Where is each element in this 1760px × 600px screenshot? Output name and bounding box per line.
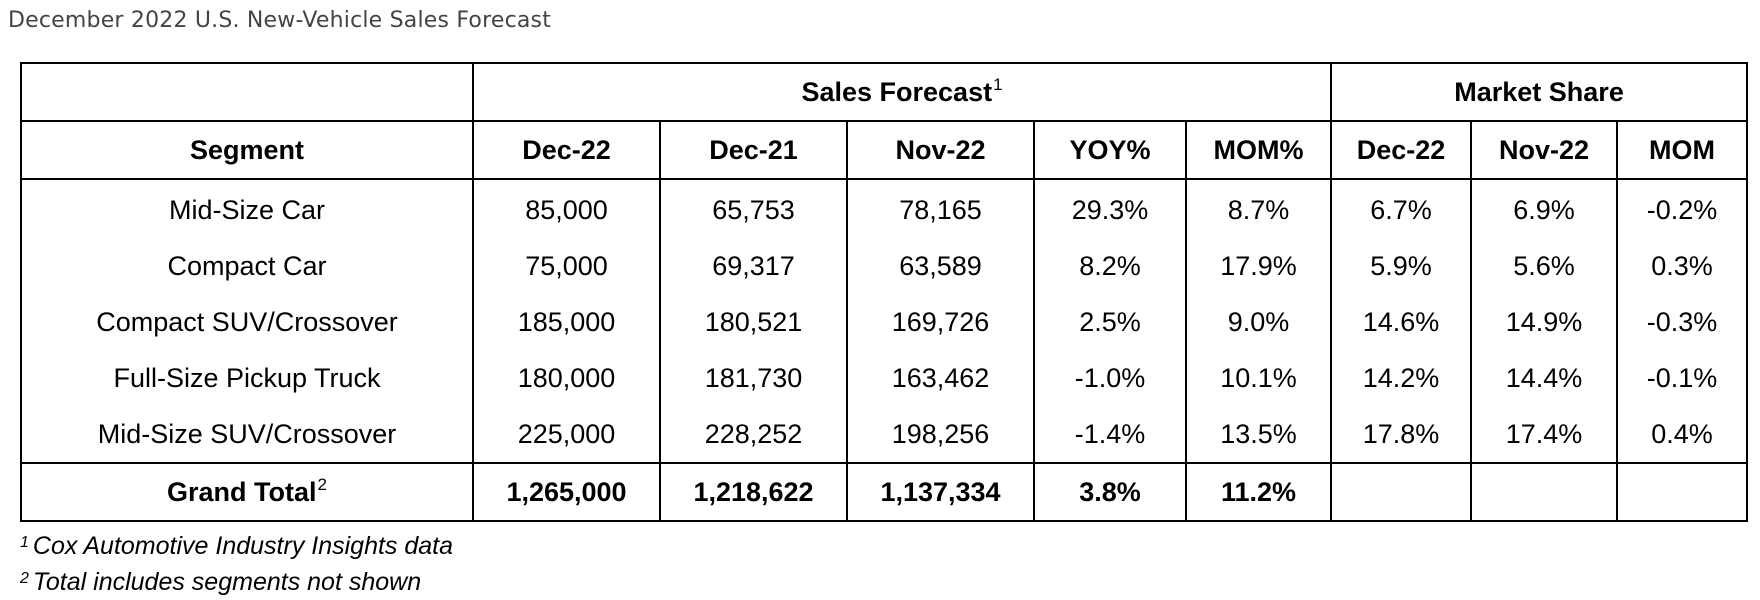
value-cell: 78,165	[846, 179, 1035, 238]
value-cell: -0.1%	[1616, 350, 1749, 406]
footnote-2: 2 Total includes segments not shown	[20, 564, 453, 600]
segment-cell: Compact SUV/Crossover	[20, 294, 474, 350]
column-header: Nov-22	[1470, 120, 1619, 180]
value-cell: -0.3%	[1616, 294, 1749, 350]
value-cell: 6.7%	[1330, 179, 1473, 238]
value-cell: 14.2%	[1330, 350, 1473, 406]
column-header: Dec-22	[472, 120, 661, 180]
column-header: Dec-21	[659, 120, 848, 180]
total-value-cell	[1470, 462, 1619, 522]
sales-forecast-table: Sales Forecast1 Market Share Segment Dec-…	[20, 62, 1749, 522]
column-header: Nov-22	[846, 120, 1035, 180]
value-cell: 8.2%	[1033, 238, 1187, 294]
value-cell: 8.7%	[1184, 179, 1333, 238]
value-cell: 0.4%	[1616, 406, 1749, 463]
value-cell: 169,726	[846, 294, 1035, 350]
value-cell: 13.5%	[1184, 406, 1333, 463]
value-cell: 9.0%	[1184, 294, 1333, 350]
column-header: MOM%	[1184, 120, 1333, 180]
sales-forecast-label: Sales Forecast	[801, 76, 993, 107]
total-value-cell: 1,265,000	[472, 462, 661, 522]
value-cell: 17.8%	[1330, 406, 1473, 463]
value-cell: 225,000	[472, 406, 661, 463]
value-cell: 5.6%	[1470, 238, 1619, 294]
value-cell: -0.2%	[1616, 179, 1749, 238]
value-cell: 63,589	[846, 238, 1035, 294]
footnote-marker: 1	[993, 74, 1003, 94]
blank-header-cell	[20, 62, 474, 122]
table-row: Mid-Size Car 85,000 65,753 78,165 29.3% 8.7% 6…	[20, 179, 1749, 238]
value-cell: 6.9%	[1470, 179, 1619, 238]
total-value-cell	[1616, 462, 1749, 522]
value-cell: 65,753	[659, 179, 848, 238]
value-cell: 0.3%	[1616, 238, 1749, 294]
value-cell: 69,317	[659, 238, 848, 294]
value-cell: 14.4%	[1470, 350, 1619, 406]
segment-cell: Full-Size Pickup Truck	[20, 350, 474, 406]
value-cell: 163,462	[846, 350, 1035, 406]
total-value-cell: 11.2%	[1184, 462, 1333, 522]
grand-total-text: Grand Total	[167, 476, 317, 507]
footnote-1: 1 Cox Automotive Industry Insights data	[20, 528, 453, 564]
footnote-mark: 1	[20, 534, 29, 551]
segment-cell: Compact Car	[20, 238, 474, 294]
footnote-text: Cox Automotive Industry Insights data	[32, 532, 454, 560]
column-header: YOY%	[1033, 120, 1187, 180]
footnote-marker: 2	[317, 474, 327, 494]
value-cell: 14.6%	[1330, 294, 1473, 350]
value-cell: 198,256	[846, 406, 1035, 463]
footnote-text: Total includes segments not shown	[32, 568, 422, 596]
page-title: December 2022 U.S. New-Vehicle Sales For…	[8, 8, 552, 33]
value-cell: 180,521	[659, 294, 848, 350]
table-row: Compact Car 75,000 69,317 63,589 8.2% 17.9% 5.…	[20, 238, 1749, 294]
total-value-cell	[1330, 462, 1473, 522]
value-cell: 180,000	[472, 350, 661, 406]
grand-total-row: Grand Total2 1,265,000 1,218,622 1,137,334…	[20, 462, 1749, 522]
column-header: Dec-22	[1330, 120, 1473, 180]
value-cell: 17.4%	[1470, 406, 1619, 463]
value-cell: 85,000	[472, 179, 661, 238]
value-cell: 10.1%	[1184, 350, 1333, 406]
value-cell: 14.9%	[1470, 294, 1619, 350]
table-row: Full-Size Pickup Truck 180,000 181,730 163,…	[20, 350, 1749, 406]
value-cell: 185,000	[472, 294, 661, 350]
column-header-row: Segment Dec-22 Dec-21 Nov-22 YOY% MOM% Dec-22 N…	[20, 120, 1749, 180]
value-cell: 2.5%	[1033, 294, 1187, 350]
sales-forecast-header: Sales Forecast1	[471, 62, 1333, 122]
value-cell: 29.3%	[1033, 179, 1187, 238]
segment-cell: Mid-Size Car	[20, 179, 474, 238]
table-body: Mid-Size Car 85,000 65,753 78,165 29.3% 8.7% 6…	[20, 179, 1749, 463]
footnote-mark: 2	[20, 570, 29, 587]
value-cell: 17.9%	[1184, 238, 1333, 294]
grand-total-label: Grand Total2	[20, 462, 474, 522]
value-cell: -1.4%	[1033, 406, 1187, 463]
table-row: Compact SUV/Crossover 185,000 180,521 169,7…	[20, 294, 1749, 350]
value-cell: -1.0%	[1033, 350, 1187, 406]
footnotes: 1 Cox Automotive Industry Insights data 2…	[20, 528, 453, 600]
column-header: Segment	[20, 120, 474, 180]
value-cell: 228,252	[659, 406, 848, 463]
value-cell: 75,000	[472, 238, 661, 294]
total-value-cell: 1,218,622	[659, 462, 848, 522]
total-value-cell: 3.8%	[1033, 462, 1187, 522]
value-cell: 181,730	[659, 350, 848, 406]
table-row: Mid-Size SUV/Crossover 225,000 228,252 198,…	[20, 406, 1749, 463]
column-header: MOM	[1616, 120, 1749, 180]
total-value-cell: 1,137,334	[846, 462, 1035, 522]
value-cell: 5.9%	[1330, 238, 1473, 294]
group-header-row: Sales Forecast1 Market Share	[20, 62, 1749, 122]
market-share-header: Market Share	[1330, 62, 1749, 122]
segment-cell: Mid-Size SUV/Crossover	[20, 406, 474, 463]
